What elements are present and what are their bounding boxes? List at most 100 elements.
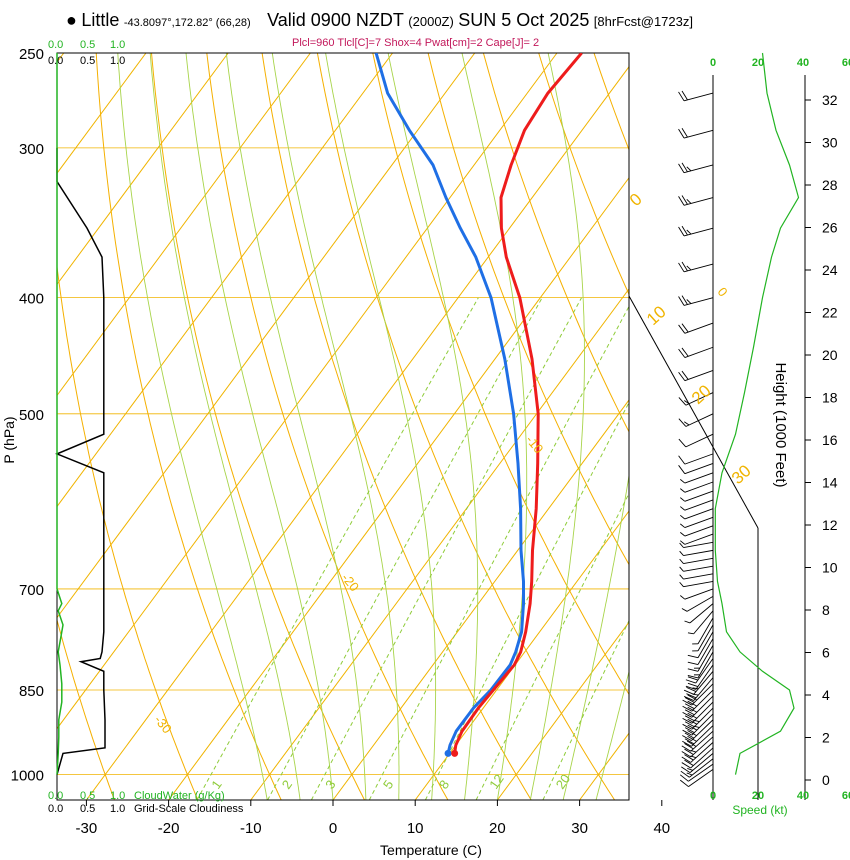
wind-barb: [682, 725, 714, 747]
wind-barb-feather: [687, 654, 699, 659]
wind-barb-staff: [684, 481, 714, 493]
moist-adiabat-line: [461, 53, 528, 800]
isotherm-line: [332, 399, 629, 800]
mixing-ratio-line: [424, 401, 629, 800]
wind-barb-feather: [681, 195, 688, 205]
cloudwater-legend: CloudWater (g/Kg): [134, 790, 225, 802]
speed-tick-label: 40: [797, 57, 809, 69]
x-axis-title: Temperature (C): [380, 842, 482, 858]
height-tick-label: 2: [822, 730, 830, 746]
wind-barb: [679, 481, 714, 493]
station-name: Little: [81, 10, 120, 30]
mixing-ratio-line: [196, 297, 479, 800]
wind-barb: [682, 719, 714, 741]
height-tick-label: 24: [822, 262, 838, 278]
wind-barb-feather: [684, 759, 694, 766]
height-tick-label: 18: [822, 390, 838, 406]
moist-adiabat-line: [529, 53, 585, 800]
wind-barb: [687, 651, 714, 679]
wind-barb-feather: [679, 532, 686, 537]
isotherm-line: [57, 53, 229, 286]
wind-barb: [678, 453, 714, 465]
wind-barb: [679, 763, 714, 782]
speed-tick-label: 60: [842, 57, 850, 69]
dry-adiabat-label: 10: [643, 302, 670, 329]
cloudwater-tick-label: 0.0: [48, 790, 63, 802]
wind-barb: [679, 516, 714, 528]
wind-barb-staff: [688, 763, 714, 782]
wind-barb-staff: [690, 730, 714, 752]
wind-barb: [692, 617, 714, 645]
isotherm-label: 0: [715, 284, 731, 299]
wind-barb-feather: [679, 523, 686, 528]
wind-barb-feather: [687, 767, 693, 771]
wind-barb: [678, 225, 714, 237]
mixing-ratio-line: [475, 492, 629, 800]
dry-adiabat-line: [57, 262, 199, 800]
wind-barb-staff: [686, 595, 714, 612]
wind-barb-staff: [693, 677, 714, 701]
wind-barb-feather: [686, 166, 692, 172]
wind-barb-staff: [693, 671, 714, 695]
height-tick-label: 26: [822, 220, 838, 236]
wind-barb-feather: [683, 696, 694, 702]
wind-barb-staff: [683, 164, 714, 174]
speed-tick-label: 60: [842, 790, 850, 802]
chart-header: ● Little -43.8097°,172.82° (66,28) Valid…: [66, 10, 693, 31]
mixing-ratio-label: 8: [436, 777, 452, 792]
cloudiness-tick-label: 0.0: [48, 55, 63, 67]
cloudwater-tick-label: 1.0: [110, 39, 125, 51]
wind-barb-staff: [691, 725, 714, 747]
wind-barb-staff: [688, 769, 714, 787]
wind-barb-staff: [683, 557, 714, 564]
wind-barb-staff: [695, 658, 714, 684]
wind-barb-staff: [684, 490, 714, 502]
isotherm-line: [496, 621, 629, 800]
wind-barb-staff: [684, 525, 714, 537]
station-dot-icon: ●: [66, 10, 77, 30]
wind-barb-staff: [683, 197, 714, 206]
wind-barb: [679, 581, 714, 588]
cloudwater-tick-label: 0.0: [48, 39, 63, 51]
wind-barb-staff: [693, 610, 714, 635]
isotherm-line: [744, 53, 850, 800]
height-tick-label: 8: [822, 602, 830, 618]
wind-barb-feather: [687, 661, 699, 665]
wind-barb-feather: [684, 738, 695, 745]
wind-barb-feather: [686, 740, 697, 747]
x-tick-label: 10: [407, 820, 424, 837]
wind-barb-staff: [689, 758, 714, 778]
wind-barb: [681, 736, 714, 758]
x-tick-label: -30: [76, 820, 98, 837]
wind-barb-feather: [682, 705, 693, 712]
wind-barb: [678, 195, 714, 206]
wind-barb: [682, 695, 714, 718]
mixing-ratio-label: 5: [380, 777, 396, 792]
parcel-params: Plcl=960 Tlcl[C]=7 Shox=4 Pwat[cm]=2 Cap…: [292, 37, 540, 49]
wind-barb-staff: [683, 129, 714, 139]
wind-barb-feather: [686, 299, 692, 304]
wind-barb-feather: [684, 754, 694, 761]
wind-barb-staff: [684, 533, 714, 545]
cloudiness-tick-label: 1.0: [110, 55, 125, 67]
cloudwater-tick-label: 0.5: [80, 790, 95, 802]
moist-adiabat-line: [225, 53, 367, 800]
wind-barb-feather: [678, 226, 685, 237]
wind-barb-feather: [678, 324, 686, 334]
wind-barb-staff: [690, 742, 714, 763]
wind-barb: [684, 603, 714, 624]
valid-time: Valid 0900 NZDT: [267, 10, 404, 30]
wind-barb-feather: [678, 438, 687, 448]
utc-time: (2000Z): [408, 14, 454, 29]
height-tick-label: 12: [822, 517, 838, 533]
wind-barb-feather: [678, 128, 685, 139]
wind-barb-feather: [678, 372, 686, 381]
wind-barb-staff: [685, 392, 714, 406]
wind-barb-staff: [697, 645, 714, 672]
wind-barb-staff: [684, 322, 714, 334]
wind-barb: [679, 549, 714, 557]
wind-barb: [678, 322, 714, 334]
wind-barb-feather: [678, 455, 686, 465]
mixing-ratio-label: 2: [279, 777, 295, 792]
wind-barb-feather: [682, 735, 692, 741]
